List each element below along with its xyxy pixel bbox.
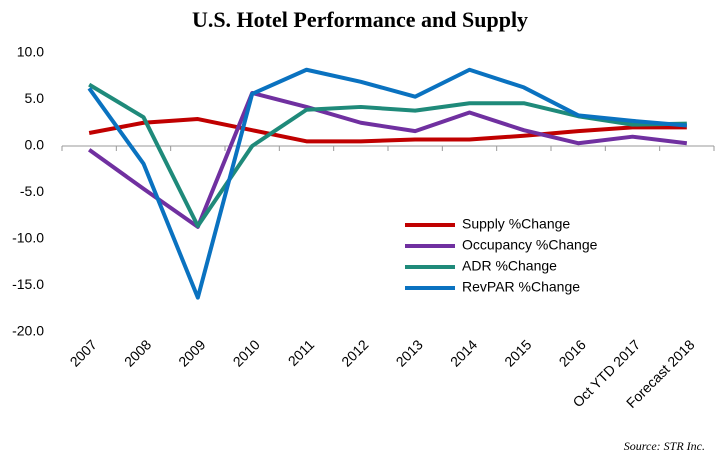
y-tick-label: -10.0 [12, 230, 44, 246]
y-tick-label: 5.0 [25, 90, 45, 106]
y-tick-label: -15.0 [12, 276, 44, 292]
x-tick-label: 2014 [447, 336, 480, 369]
series-line [87, 67, 688, 300]
series-line [87, 90, 688, 229]
legend-label: RevPAR %Change [462, 279, 580, 295]
x-tick-label: 2010 [230, 336, 263, 369]
legend-label: Supply %Change [462, 216, 570, 232]
x-tick-label: 2008 [121, 336, 154, 369]
y-tick-label: 10.0 [17, 44, 44, 60]
x-tick-label: 2011 [285, 336, 318, 369]
x-tick-label: 2015 [501, 336, 534, 369]
legend-label: Occupancy %Change [462, 237, 598, 253]
y-tick-label: 0.0 [25, 137, 45, 153]
x-tick-label: 2007 [67, 336, 100, 369]
source-note: Source: STR Inc. [624, 439, 705, 453]
chart-title: U.S. Hotel Performance and Supply [192, 7, 528, 32]
x-tick-label: 2016 [556, 336, 589, 369]
x-tick-label: 2013 [393, 336, 426, 369]
x-tick-label: 2009 [175, 336, 208, 369]
x-tick-label: 2012 [338, 336, 371, 369]
series-line [88, 117, 687, 144]
y-tick-label: -5.0 [20, 183, 44, 199]
y-tick-label: -20.0 [12, 323, 44, 339]
legend-label: ADR %Change [462, 258, 557, 274]
series-line [88, 82, 687, 228]
